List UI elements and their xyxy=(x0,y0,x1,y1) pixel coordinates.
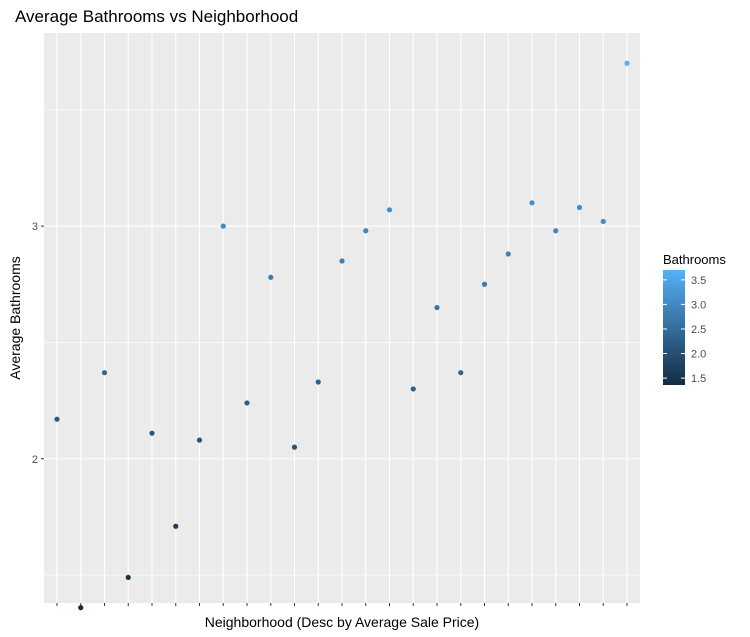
legend-label: 3.5 xyxy=(691,275,706,287)
major-gridlines xyxy=(44,33,640,603)
legend-title: Bathrooms xyxy=(663,252,726,267)
x-axis-ticks xyxy=(56,603,628,606)
data-points xyxy=(54,60,630,611)
data-point xyxy=(220,223,226,229)
y-axis-ticks: 23 xyxy=(32,221,44,466)
legend-label: 2.0 xyxy=(691,349,706,361)
y-tick-label: 2 xyxy=(32,454,38,466)
data-point xyxy=(529,200,535,206)
data-point xyxy=(481,281,488,287)
data-point xyxy=(54,416,60,422)
data-point xyxy=(458,370,464,376)
legend-ticks: 1.5 2.0 2.5 3.0 3.5 xyxy=(663,275,706,385)
data-point xyxy=(600,218,606,225)
data-point xyxy=(434,304,440,311)
data-point xyxy=(624,60,630,66)
data-point xyxy=(505,251,511,257)
data-point xyxy=(196,437,203,443)
data-point xyxy=(576,204,583,211)
data-point xyxy=(78,605,84,611)
chart-title: Average Bathrooms vs Neighborhood xyxy=(15,7,298,26)
legend-colorbar xyxy=(663,270,685,385)
data-point xyxy=(363,228,369,234)
data-point xyxy=(291,444,298,450)
data-point xyxy=(149,430,155,436)
x-axis-title: Neighborhood (Desc by Average Sale Price… xyxy=(205,614,479,630)
data-point xyxy=(244,400,250,406)
data-point xyxy=(173,523,179,529)
data-point xyxy=(410,386,416,392)
data-point xyxy=(315,379,321,385)
color-legend: Bathrooms 1.5 2.0 2.5 3.0 3.5 xyxy=(663,252,726,385)
data-point xyxy=(339,258,345,264)
data-point xyxy=(101,370,108,376)
data-point xyxy=(125,574,131,581)
legend-label: 2.5 xyxy=(691,324,706,336)
data-point xyxy=(553,228,559,234)
legend-label: 1.5 xyxy=(691,373,706,385)
data-point xyxy=(268,274,274,280)
legend-label: 3.0 xyxy=(691,299,706,311)
data-point xyxy=(386,207,393,213)
y-axis-title: Average Bathrooms xyxy=(7,256,23,379)
y-tick-label: 3 xyxy=(32,221,38,233)
